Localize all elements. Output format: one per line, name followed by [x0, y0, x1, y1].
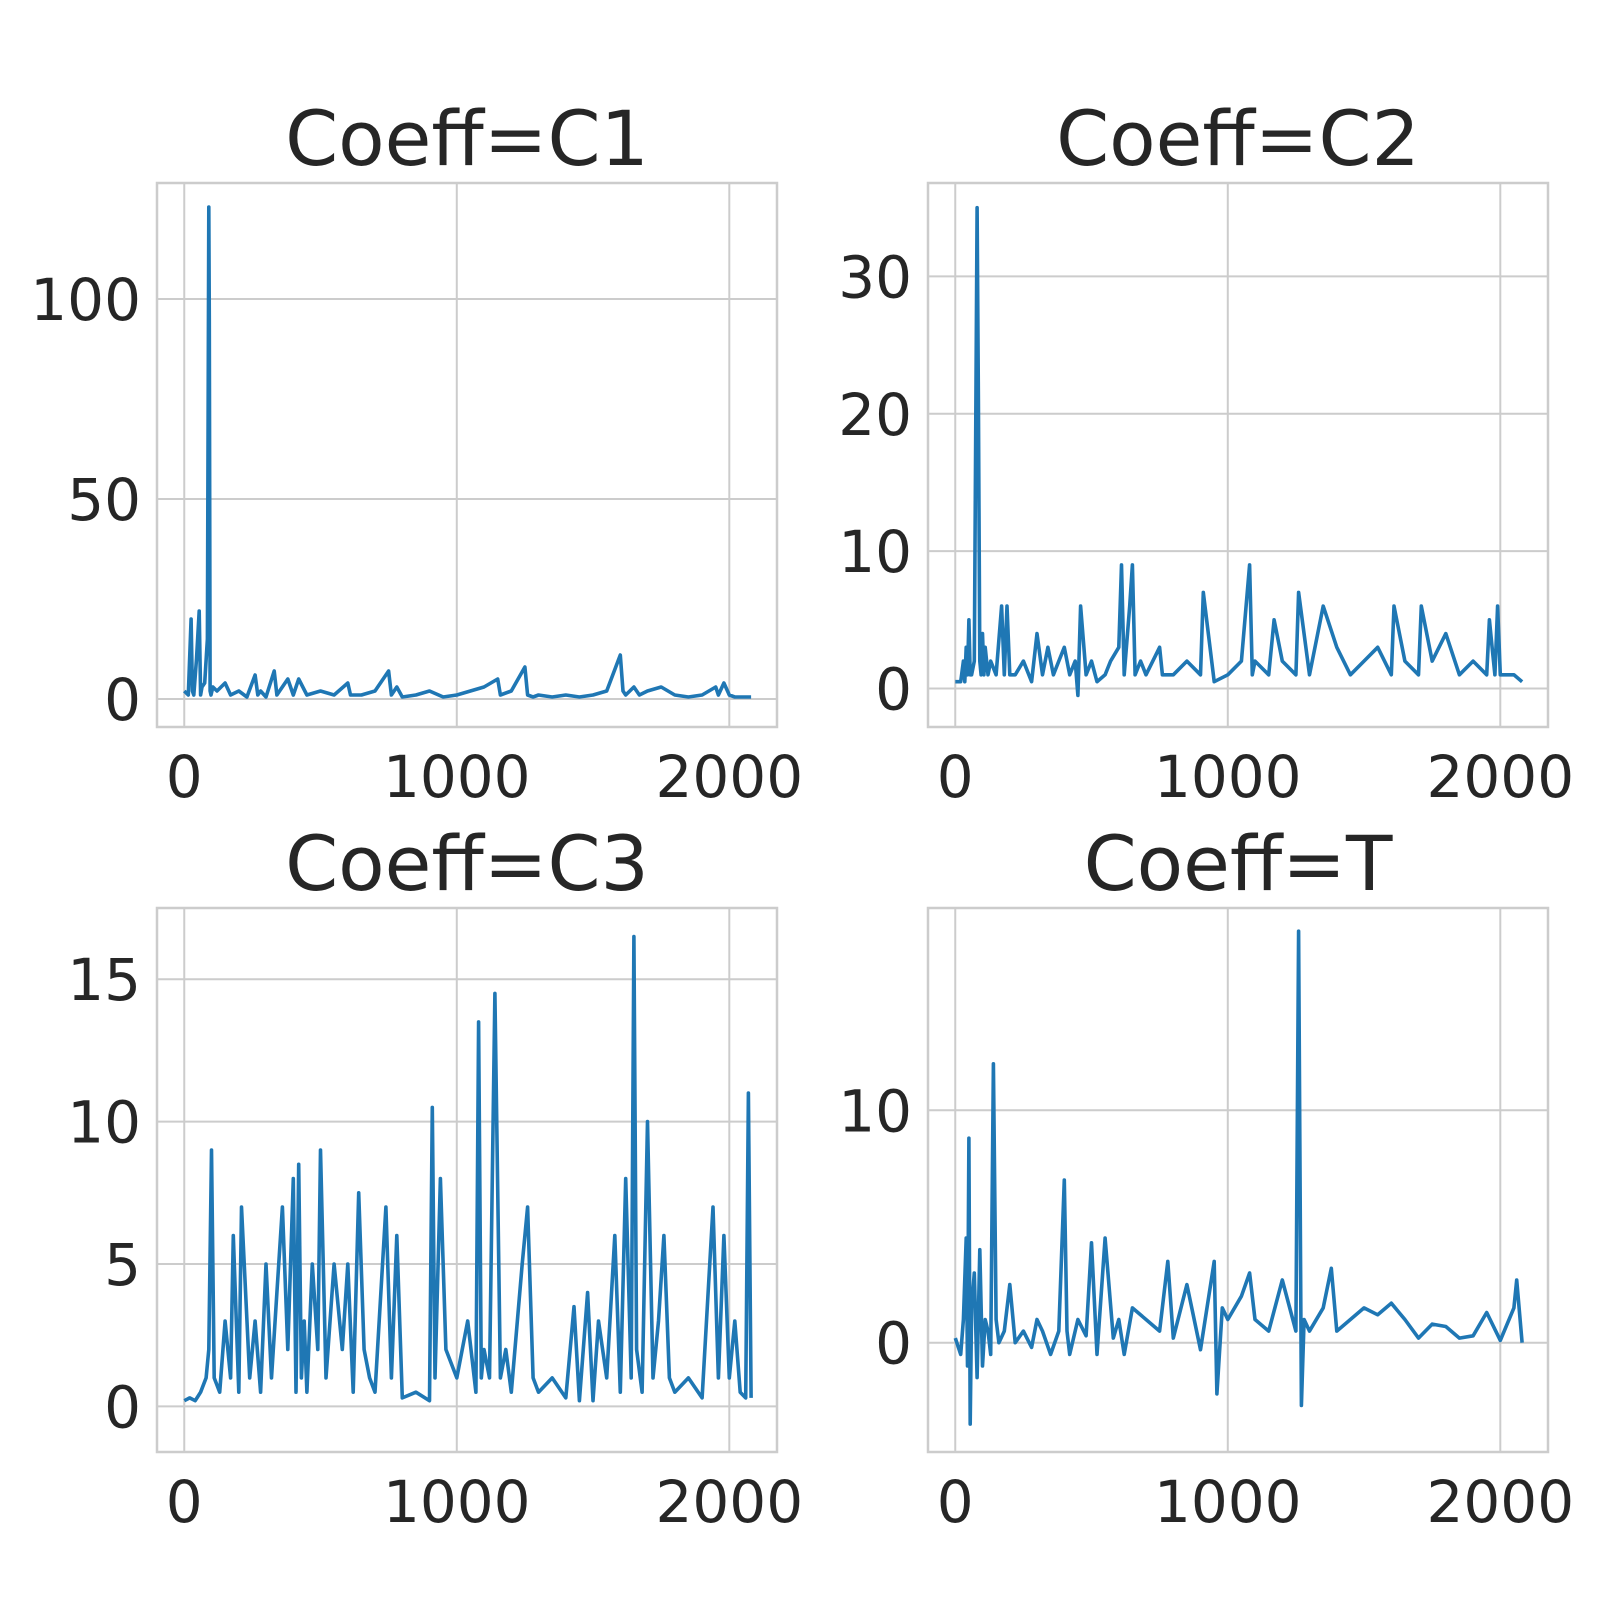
series-line: [955, 205, 1524, 698]
axes-frame: [926, 181, 1550, 729]
subplot-c3: 0 1000 2000 0 5 10 15 Coeff=C3: [67, 819, 803, 1536]
y-tick-label: 0: [104, 666, 141, 734]
x-tick-label: 0: [166, 743, 203, 811]
y-tick-label: 0: [104, 1373, 141, 1441]
x-tick-label: 2000: [1427, 743, 1575, 811]
x-tick-label: 1000: [1154, 743, 1302, 811]
axes-frame: [926, 906, 1550, 1454]
x-tick-label: 0: [937, 743, 974, 811]
subplot-c1: 0 1000 2000 0 50 100 Coeff=C1: [30, 94, 803, 811]
y-tick-label: 10: [838, 1077, 912, 1145]
y-tick-label: 10: [67, 1089, 141, 1157]
y-tick-label: 30: [838, 243, 912, 311]
subplot-c2: 0 1000 2000 0 10 20 30 Coeff=C2: [838, 94, 1574, 811]
subplot-title: Coeff=C3: [285, 819, 649, 908]
series-line: [953, 929, 1524, 1426]
subplot-title: Coeff=C2: [1056, 94, 1420, 183]
x-tick-label: 0: [166, 1468, 203, 1536]
axes-frame: [155, 906, 779, 1454]
y-tick-label: 5: [104, 1231, 141, 1299]
x-tick-label: 0: [937, 1468, 974, 1536]
y-tick-label: 50: [67, 466, 141, 534]
y-tick-label: 15: [67, 946, 141, 1014]
y-tick-label: 20: [838, 381, 912, 449]
series-line: [183, 934, 753, 1403]
subplot-title: Coeff=T: [1084, 819, 1393, 908]
x-tick-label: 2000: [656, 743, 804, 811]
axes-frame: [155, 181, 779, 729]
x-tick-label: 1000: [383, 1468, 531, 1536]
series-line: [183, 205, 752, 699]
x-tick-label: 1000: [1154, 1468, 1302, 1536]
y-tick-label: 100: [30, 266, 141, 334]
y-tick-label: 0: [875, 656, 912, 724]
x-tick-label: 1000: [383, 743, 531, 811]
x-tick-label: 2000: [1427, 1468, 1575, 1536]
x-tick-label: 2000: [656, 1468, 804, 1536]
y-tick-label: 0: [875, 1310, 912, 1378]
subplot-title: Coeff=C1: [285, 94, 649, 183]
y-tick-label: 10: [838, 518, 912, 586]
subplot-t: 0 1000 2000 0 10 Coeff=T: [838, 819, 1574, 1536]
